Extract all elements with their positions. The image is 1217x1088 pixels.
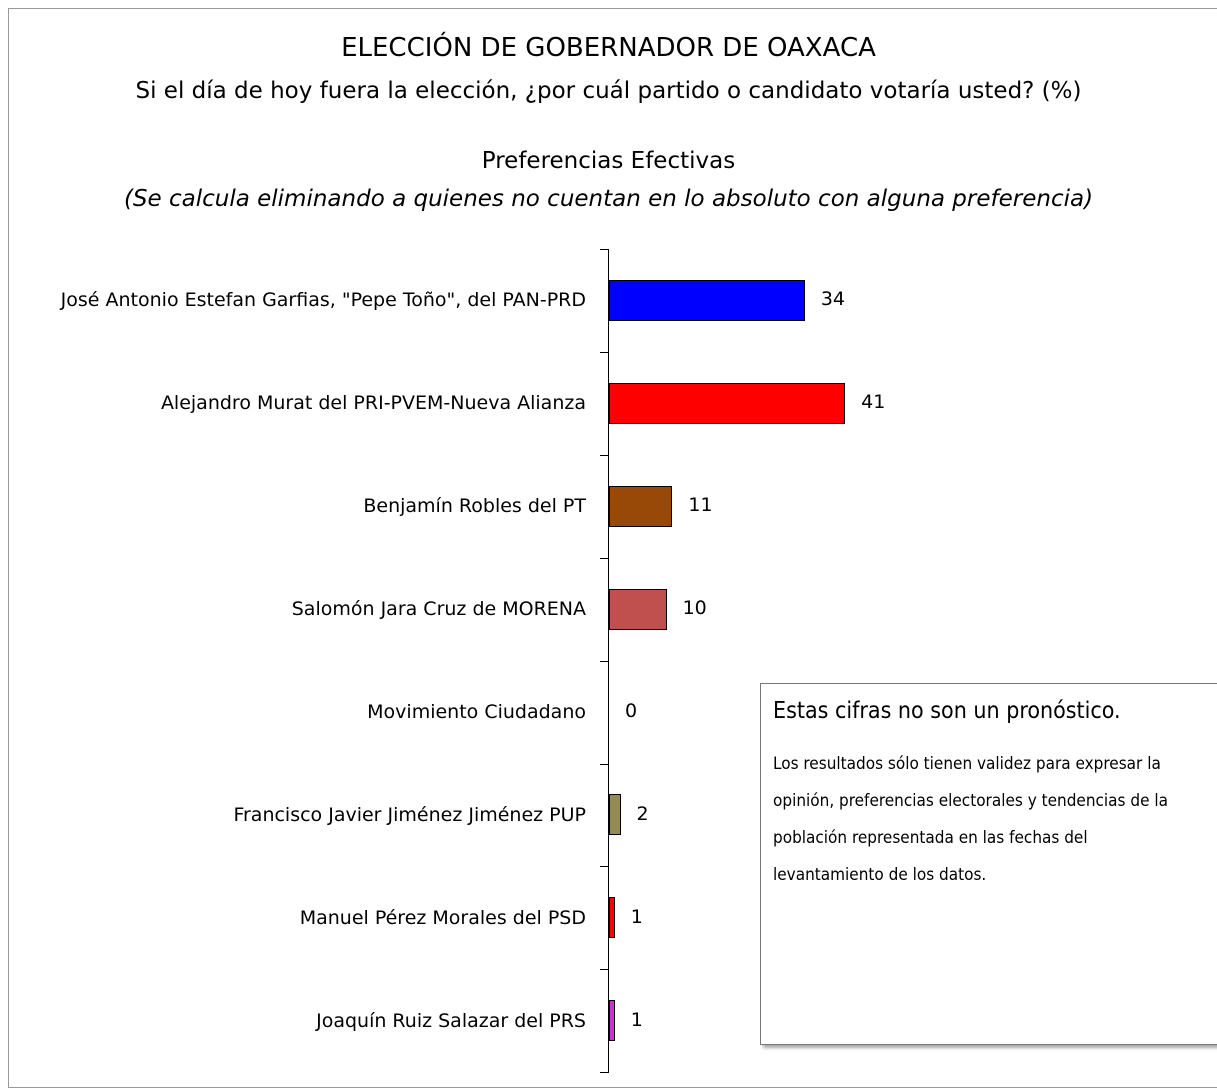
title: ELECCIÓN DE GOBERNADOR DE OAXACA xyxy=(341,33,876,63)
subtitle: Si el día de hoy fuera la elección, ¿por… xyxy=(135,78,1082,104)
value-label: 11 xyxy=(688,494,713,517)
axis-line xyxy=(608,249,609,1072)
tick-mark xyxy=(600,351,609,353)
tick-mark xyxy=(600,249,609,250)
section-title: Preferencias Efectivas xyxy=(481,148,736,174)
bar xyxy=(609,485,673,527)
category-label: Francisco Javier Jiménez Jiménez PUP xyxy=(233,803,586,826)
category-label: José Antonio Estefan Garfias, "Pepe Toño… xyxy=(60,289,586,312)
value-label: 1 xyxy=(630,1008,643,1031)
note-title: Estas cifras no son un pronóstico. xyxy=(773,698,1121,724)
category-label: Salomón Jara Cruz de MORENA xyxy=(291,598,586,621)
category-label: Alejandro Murat del PRI-PVEM-Nueva Alian… xyxy=(160,392,586,415)
category-label: Benjamín Robles del PT xyxy=(363,495,586,518)
bar xyxy=(609,588,667,630)
tick-mark xyxy=(600,557,609,559)
tick-mark xyxy=(600,866,609,868)
tick-mark xyxy=(600,454,609,456)
bar xyxy=(609,382,846,424)
value-label: 1 xyxy=(630,905,643,928)
value-label: 41 xyxy=(861,391,886,414)
tick-mark xyxy=(600,1072,609,1074)
note-box: Estas cifras no son un pronóstico. Los r… xyxy=(760,683,1217,1045)
bar xyxy=(609,794,621,836)
bar xyxy=(609,897,615,939)
category-label: Movimiento Ciudadano xyxy=(367,701,586,724)
value-label: 2 xyxy=(636,802,649,825)
bar xyxy=(609,1000,615,1042)
tick-mark xyxy=(600,969,609,971)
tick-mark xyxy=(600,660,609,662)
section-note: (Se calcula eliminando a quienes no cuen… xyxy=(123,186,1094,212)
note-text: Los resultados sólo tienen validez para … xyxy=(773,754,1168,885)
category-label: Manuel Pérez Morales del PSD xyxy=(299,906,586,929)
value-label: 10 xyxy=(682,597,707,620)
category-label: Joaquín Ruiz Salazar del PRS xyxy=(316,1009,586,1032)
tick-mark xyxy=(600,763,609,765)
value-label: 0 xyxy=(625,700,638,723)
bar xyxy=(609,279,805,321)
value-label: 34 xyxy=(820,288,846,311)
